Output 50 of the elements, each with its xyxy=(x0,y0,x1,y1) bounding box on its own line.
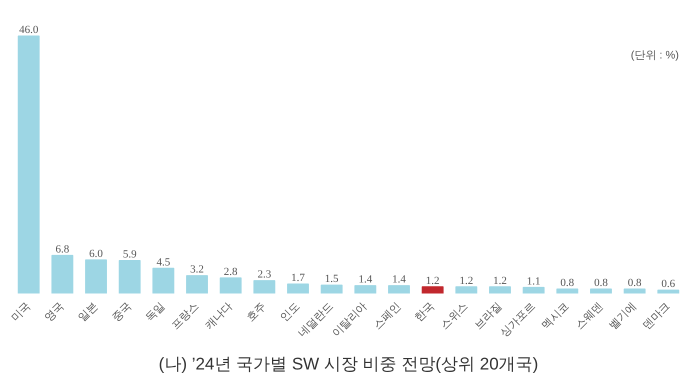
x-tick-label: 미국 xyxy=(8,300,33,324)
x-tick-label: 호주 xyxy=(244,300,269,324)
bar xyxy=(85,259,107,294)
data-label: 4.5 xyxy=(156,256,171,268)
data-label: 1.2 xyxy=(493,274,507,287)
data-label: 0.8 xyxy=(594,277,608,290)
bar xyxy=(118,260,141,294)
bar xyxy=(388,285,410,294)
bar xyxy=(220,277,242,294)
data-label: 1.2 xyxy=(459,274,474,287)
bar xyxy=(556,288,578,294)
bar xyxy=(18,35,40,294)
data-label: 0.8 xyxy=(628,277,642,290)
bar xyxy=(489,286,511,294)
data-label: 6.8 xyxy=(55,243,70,256)
annotation: (단위 : %) xyxy=(630,50,679,62)
x-tick-label: 중국 xyxy=(110,300,134,324)
bar xyxy=(320,284,343,294)
data-label: 0.6 xyxy=(661,278,676,290)
bar xyxy=(422,286,444,294)
data-label: 1.7 xyxy=(291,272,306,284)
x-tick-label: 인도 xyxy=(278,300,302,324)
data-label: 1.1 xyxy=(526,275,541,288)
bar xyxy=(287,283,309,294)
bar xyxy=(354,285,376,294)
bar xyxy=(51,254,74,294)
data-label: 1.4 xyxy=(358,274,373,286)
data-label: 3.2 xyxy=(190,264,204,276)
x-tick-label: 일본 xyxy=(76,300,100,324)
data-label: 2.3 xyxy=(257,268,272,281)
data-label: 0.8 xyxy=(560,277,575,290)
data-label: 1.5 xyxy=(324,273,340,286)
data-label: 6.0 xyxy=(89,248,104,260)
data-label: 2.8 xyxy=(224,266,238,278)
x-tick-label: 한국 xyxy=(412,300,437,324)
bar xyxy=(186,275,208,294)
x-tick-label: 영국 xyxy=(42,300,67,324)
bar xyxy=(455,286,478,294)
bar xyxy=(624,288,646,294)
data-label: 1.2 xyxy=(426,274,440,287)
data-label: 1.4 xyxy=(392,274,406,286)
bar xyxy=(522,286,545,294)
bar xyxy=(253,280,276,294)
data-label: 5.9 xyxy=(122,248,138,260)
data-label: 46.0 xyxy=(19,24,39,36)
text: (나) ’24년 국가별 SW 시장 비중 전망(상위 20개국) xyxy=(158,354,538,374)
bar xyxy=(657,290,680,294)
bar xyxy=(152,268,174,294)
x-tick-label: 독일 xyxy=(144,300,168,324)
bar xyxy=(590,288,612,294)
